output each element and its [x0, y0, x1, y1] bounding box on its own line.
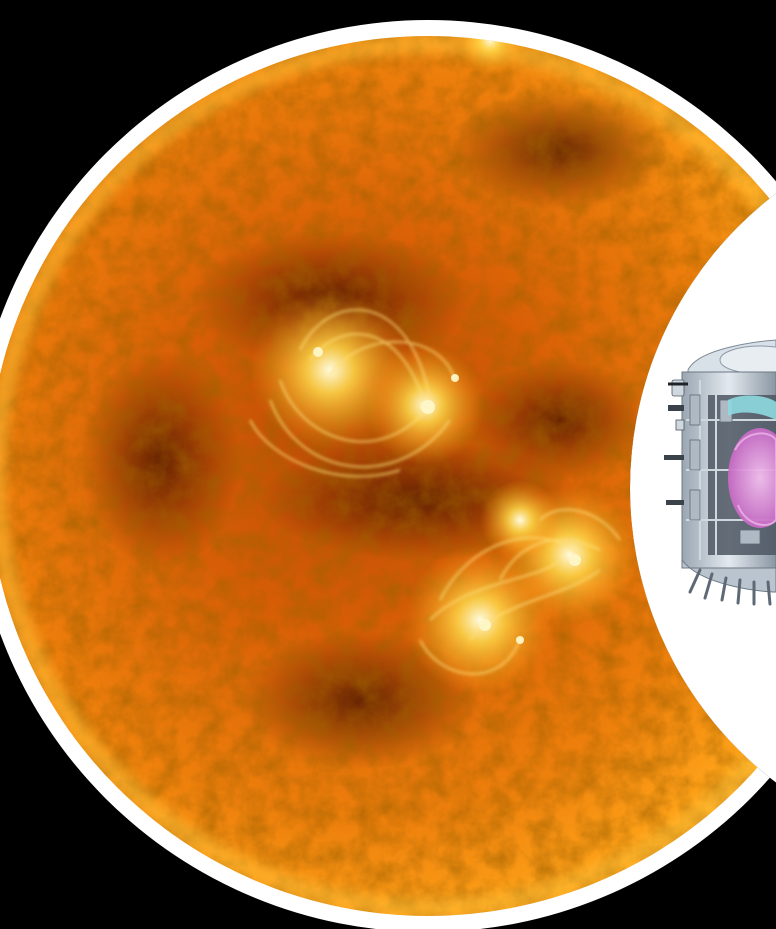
scene-canvas [0, 0, 776, 929]
